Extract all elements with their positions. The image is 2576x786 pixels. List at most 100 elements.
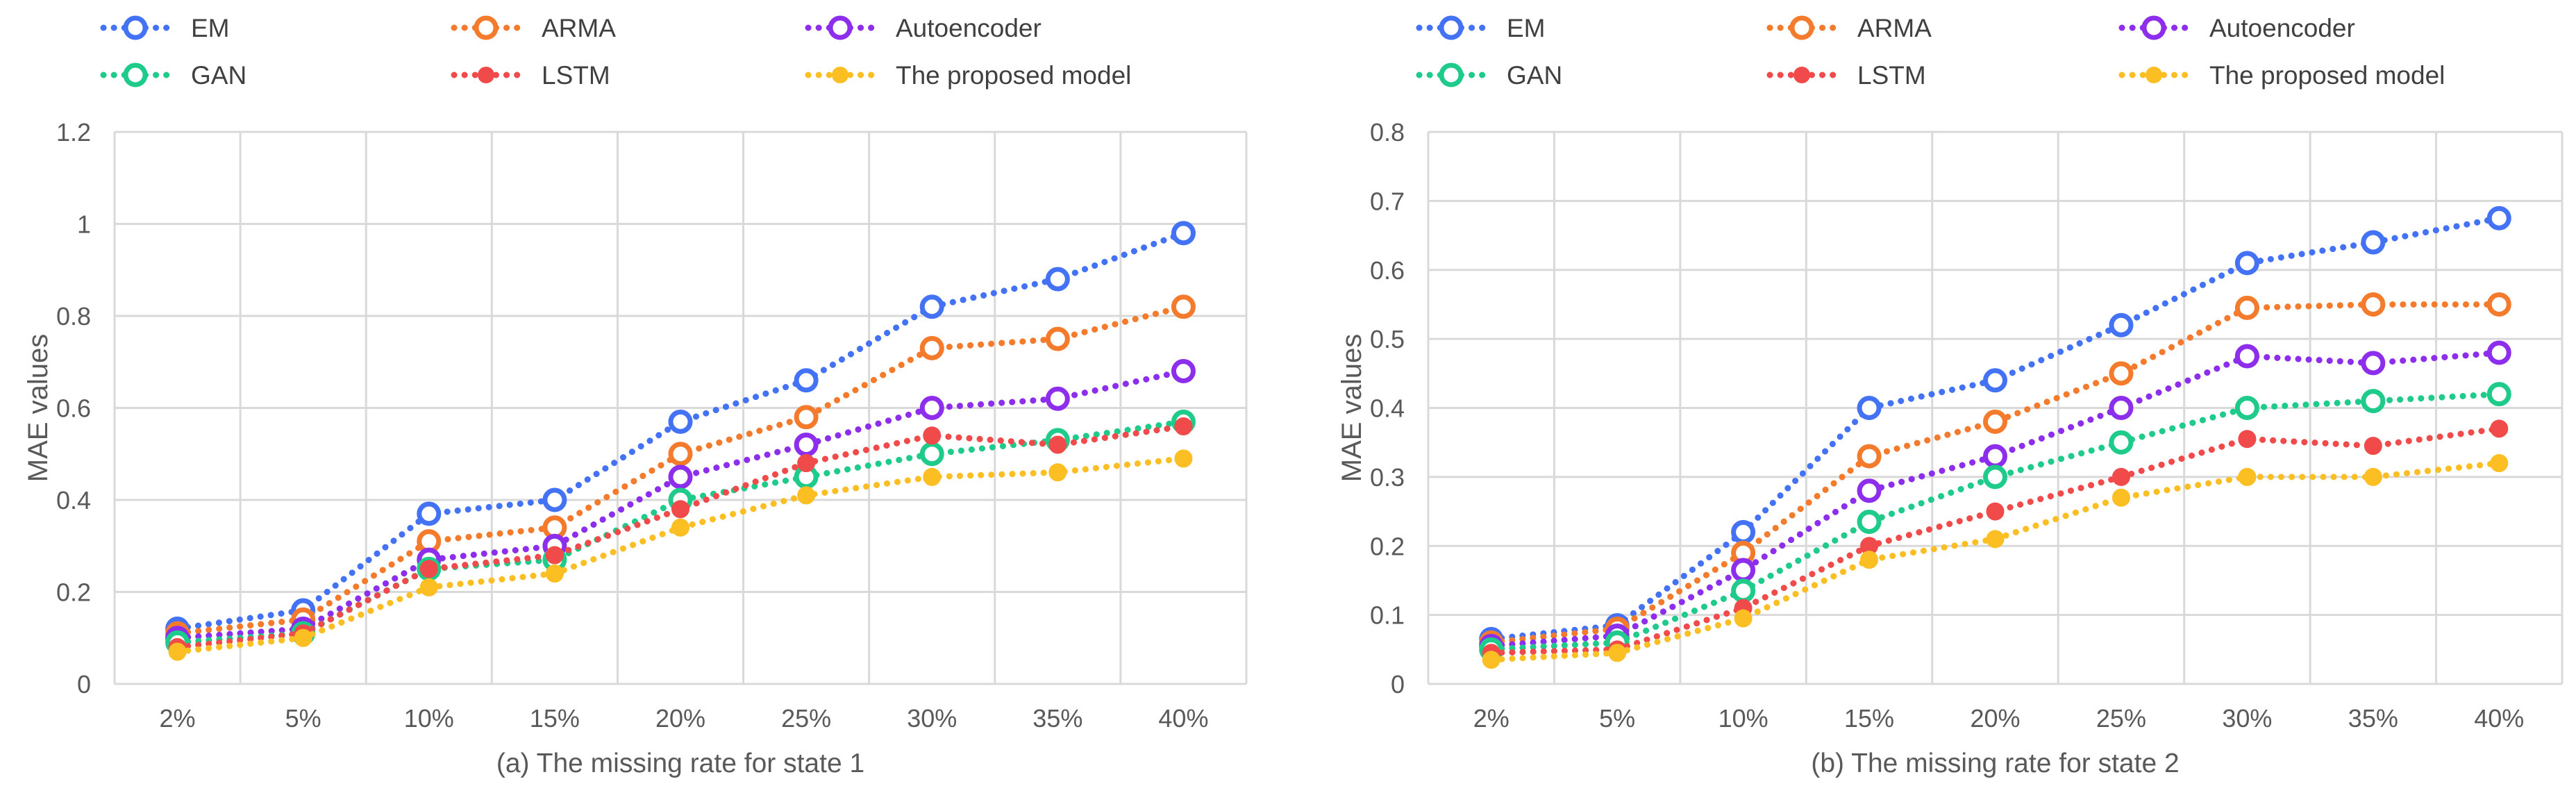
legend-item: The proposed model (2118, 61, 2445, 90)
legend-item: ARMA (1766, 14, 1932, 42)
x-tick-label: 2% (160, 704, 196, 733)
data-point (1857, 444, 1882, 469)
y-tick-label: 0 (1391, 670, 1405, 699)
legend: EM ARMA Autoencoder GAN LSTM The proposed mod… (100, 14, 1131, 90)
legend-item: ARMA (451, 14, 616, 42)
data-point (2109, 430, 2134, 455)
legend-label: EM (191, 14, 230, 42)
y-tick-labels: 0 0.2 0.4 0.6 0.8 1 1.2 (56, 118, 91, 699)
legend-item: EM (100, 14, 230, 42)
data-point (1857, 509, 1882, 534)
data-point (419, 578, 438, 596)
x-tick-label: 20% (655, 704, 705, 733)
data-point (1045, 326, 1070, 351)
data-point (2361, 292, 2386, 317)
legend-item: GAN (1416, 61, 1562, 90)
legend-swatch-marker (832, 67, 848, 83)
data-point (794, 368, 819, 393)
x-tick-label: 35% (2348, 704, 2398, 733)
series-the-proposed-model (168, 449, 1193, 661)
data-point (1174, 417, 1193, 435)
legend-label: EM (1507, 14, 1546, 42)
data-point (2361, 230, 2386, 255)
data-point (1045, 386, 1070, 411)
data-point (797, 454, 816, 472)
data-point (1482, 651, 1500, 669)
legend-swatch-marker (123, 15, 148, 40)
y-tick-label: 0.8 (56, 302, 91, 331)
legend-swatch-marker (1789, 15, 1814, 40)
x-tick-label: 10% (1718, 704, 1768, 733)
x-axis-title: (a) The missing rate for state 1 (496, 749, 864, 778)
x-tick-label: 35% (1032, 704, 1082, 733)
data-point (2234, 396, 2259, 420)
y-tick-label: 0.1 (1370, 601, 1405, 630)
data-point (794, 405, 819, 430)
legend-swatch-marker (1439, 62, 1464, 87)
legend-swatch-marker (1439, 15, 1464, 40)
data-point (1983, 444, 2007, 469)
data-point (2490, 454, 2509, 472)
chart-panel-2: 0 0.1 0.2 0.3 0.4 0.5 0.6 0.7 0.8 2% 5% 10% 15% 20% 25… (1337, 14, 2564, 778)
data-point (1983, 465, 2007, 490)
x-tick-label: 15% (530, 704, 580, 733)
data-point (1986, 530, 2005, 549)
x-tick-label: 10% (404, 704, 454, 733)
series-line-the-proposed-model (1488, 460, 2502, 663)
legend-label: ARMA (1857, 14, 1932, 42)
data-point (1171, 221, 1196, 246)
data-point (2109, 361, 2134, 386)
data-point (2364, 467, 2382, 486)
gridlines (113, 131, 1248, 685)
data-point (671, 500, 689, 519)
y-tick-label: 0 (77, 670, 91, 699)
x-tick-label: 15% (1844, 704, 1894, 733)
legend-swatch-marker (1793, 67, 1810, 83)
data-point (1857, 396, 1882, 420)
legend-item: GAN (100, 61, 246, 90)
data-point (545, 546, 564, 565)
data-point (1983, 409, 2007, 434)
x-tick-label: 40% (2474, 704, 2524, 733)
data-point (545, 565, 564, 583)
data-point (2361, 351, 2386, 376)
data-point (1048, 435, 1067, 454)
data-point (1734, 609, 1753, 628)
y-tick-label: 0.5 (1370, 325, 1405, 353)
data-point (2234, 344, 2259, 369)
y-tick-label: 0.2 (56, 578, 91, 607)
data-point (919, 335, 944, 360)
data-point (2234, 295, 2259, 320)
data-point (919, 294, 944, 319)
data-point (2486, 292, 2511, 317)
data-point (923, 426, 942, 445)
y-tick-label: 0.3 (1370, 463, 1405, 492)
y-tick-label: 1.2 (56, 118, 91, 147)
legend-item: The proposed model (805, 61, 1131, 90)
data-point (1986, 502, 2005, 521)
legend-item: LSTM (1766, 61, 1926, 90)
x-tick-label: 5% (285, 704, 321, 733)
data-point (1174, 449, 1193, 468)
data-point (1731, 578, 1756, 603)
legend-label: Autoencoder (2209, 14, 2355, 42)
legend-item: Autoencoder (805, 14, 1042, 42)
legend-label: Autoencoder (896, 14, 1042, 42)
legend-label: GAN (191, 61, 246, 90)
y-tick-label: 0.2 (1370, 532, 1405, 560)
series-the-proposed-model (1482, 454, 2509, 669)
data-point (168, 642, 187, 661)
data-point (668, 409, 693, 434)
data-point (2486, 382, 2511, 407)
data-point (2234, 251, 2259, 276)
y-tick-labels: 0 0.1 0.2 0.3 0.4 0.5 0.6 0.7 0.8 (1370, 118, 1405, 699)
data-point (1860, 551, 1879, 569)
legend-label: The proposed model (2209, 61, 2445, 90)
data-point (794, 433, 819, 457)
legend-label: GAN (1507, 61, 1562, 90)
data-point (419, 560, 438, 578)
y-tick-label: 0.8 (1370, 118, 1405, 147)
legend-swatch-marker (2141, 15, 2166, 40)
